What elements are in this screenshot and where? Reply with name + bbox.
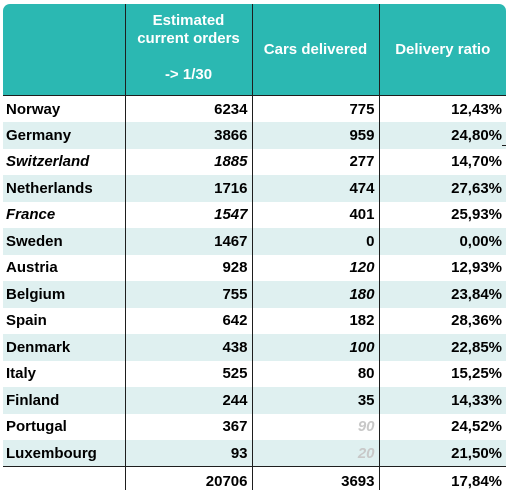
country-cell: Belgium	[3, 281, 126, 308]
table-row: Germany 3866 959 24,80%	[3, 122, 506, 149]
country-cell: Netherlands	[3, 175, 126, 202]
header-country	[3, 4, 126, 96]
table-row: Norway 6234 775 12,43%	[3, 95, 506, 122]
total-orders: 20706	[125, 466, 253, 490]
table-row: France 1547 401 25,93%	[3, 201, 506, 228]
ratio-cell: 28,36%	[451, 312, 502, 330]
header-estimated-orders-line2: current orders	[137, 30, 240, 47]
country-cell: Portugal	[3, 413, 126, 440]
delivered-cell: 80	[252, 360, 380, 387]
header-estimated-orders-line3: -> 1/30	[164, 66, 213, 83]
ratio-cell: 12,43%	[451, 100, 502, 118]
orders-table: Estimated current orders -> 1/30 Cars de…	[3, 4, 506, 490]
country-cell: Norway	[3, 95, 126, 122]
delivered-cell: 120	[252, 254, 380, 281]
orders-cell: 525	[125, 360, 253, 387]
header-delivery-ratio: Delivery ratio	[379, 4, 506, 96]
ratio-cell: 24,52%	[451, 418, 502, 436]
ratio-cell: 27,63%	[379, 175, 506, 202]
orders-cell: 367	[125, 413, 253, 440]
orders-cell: 755	[125, 281, 253, 308]
delivered-cell: 180	[252, 281, 380, 308]
ratio-cell: 25,93%	[451, 206, 502, 224]
country-cell: Austria	[3, 254, 126, 281]
table-row: Austria 928 120 12,93%	[3, 254, 506, 281]
delivered-cell: 775	[252, 95, 380, 122]
delivered-cell: 474	[252, 175, 380, 202]
orders-cell: 3866	[125, 122, 253, 149]
table-row: Belgium 755 180 23,84%	[3, 281, 506, 308]
total-row: 20706 3693 17,84%	[3, 466, 506, 490]
delivered-cell: 0	[252, 228, 380, 255]
header-cars-delivered: Cars delivered	[252, 4, 380, 96]
header-estimated-orders: Estimated current orders -> 1/30	[125, 4, 253, 96]
delivered-cell: 90	[252, 413, 380, 440]
delivered-cell: 100	[252, 334, 380, 361]
orders-cell: 244	[125, 387, 253, 414]
ratio-cell: 14,33%	[379, 387, 506, 414]
orders-table-sheet: Estimated current orders -> 1/30 Cars de…	[3, 4, 506, 490]
country-cell: Luxembourg	[3, 440, 126, 467]
ratio-cell: 23,84%	[379, 281, 506, 308]
ratio-cell: 15,25%	[451, 365, 502, 383]
orders-cell: 6234	[125, 95, 253, 122]
ratio-cell: 21,50%	[379, 440, 506, 467]
total-label	[3, 466, 126, 490]
total-delivered: 3693	[252, 466, 380, 490]
table-row: Spain 642 182 28,36%	[3, 307, 506, 334]
table-row: Sweden 1467 0 0,00%	[3, 228, 506, 255]
orders-cell: 1467	[125, 228, 253, 255]
table-row: Italy 525 80 15,25%	[3, 360, 506, 387]
orders-cell: 928	[125, 254, 253, 281]
orders-cell: 642	[125, 307, 253, 334]
country-cell: Germany	[3, 122, 126, 149]
header-row: Estimated current orders -> 1/30 Cars de…	[3, 4, 506, 96]
delivered-cell: 401	[252, 201, 380, 228]
orders-cell: 1716	[125, 175, 253, 202]
country-cell: Italy	[3, 360, 126, 387]
delivered-cell: 277	[252, 148, 380, 175]
table-row: Switzerland 1885 277 14,70%	[3, 148, 506, 175]
table-row: Denmark 438 100 22,85%	[3, 334, 506, 361]
country-cell: Spain	[3, 307, 126, 334]
country-cell: Sweden	[3, 228, 126, 255]
ratio-cell: 0,00%	[379, 228, 506, 255]
delivered-cell: 959	[252, 122, 380, 149]
country-cell: France	[3, 201, 126, 228]
table-row: Portugal 367 90 24,52%	[3, 413, 506, 440]
ratio-cell: 24,80%	[379, 122, 506, 149]
table-row: Luxembourg 93 20 21,50%	[3, 440, 506, 467]
orders-cell: 93	[125, 440, 253, 467]
ratio-cell: 14,70%	[451, 153, 502, 171]
country-cell: Switzerland	[3, 148, 126, 175]
header-estimated-orders-line1: Estimated	[152, 12, 225, 29]
delivered-cell: 35	[252, 387, 380, 414]
ratio-cell: 22,85%	[379, 334, 506, 361]
country-cell: Denmark	[3, 334, 126, 361]
country-cell: Finland	[3, 387, 126, 414]
table-row: Netherlands 1716 474 27,63%	[3, 175, 506, 202]
ratio-cell: 12,93%	[451, 259, 502, 277]
orders-cell: 1885	[125, 148, 253, 175]
delivered-cell: 20	[252, 440, 380, 467]
orders-cell: 1547	[125, 201, 253, 228]
total-ratio: 17,84%	[379, 466, 506, 490]
table-row: Finland 244 35 14,33%	[3, 387, 506, 414]
orders-cell: 438	[125, 334, 253, 361]
delivered-cell: 182	[252, 307, 380, 334]
edge-tick	[502, 145, 506, 146]
